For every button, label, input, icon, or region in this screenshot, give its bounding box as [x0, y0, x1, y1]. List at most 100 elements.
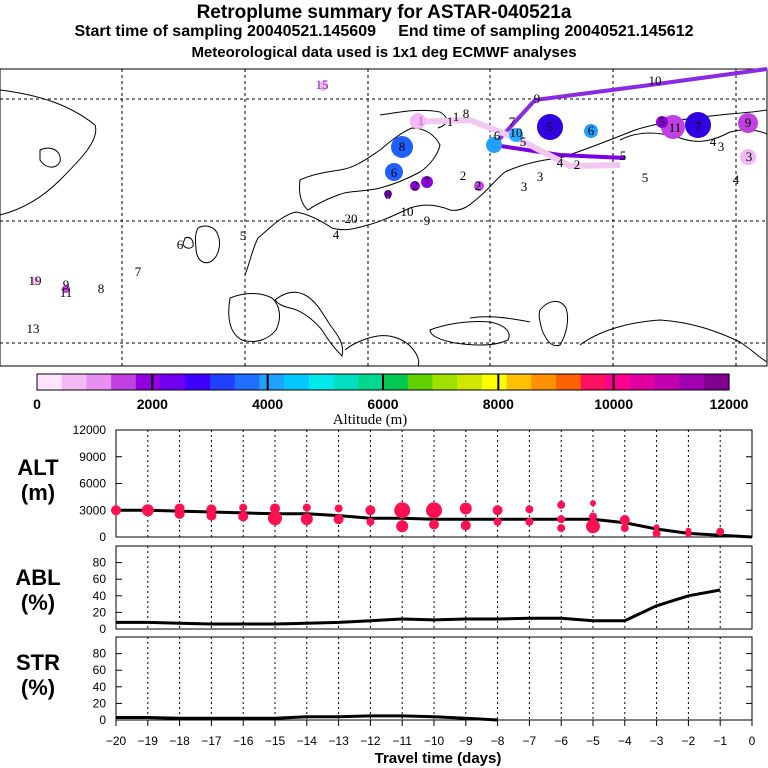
altitude-point	[334, 504, 343, 513]
colorbar-tick-label: 10000	[594, 396, 633, 412]
x-tick-label: −15	[265, 734, 286, 748]
altitude-point	[459, 502, 472, 515]
cluster-label: 11	[60, 285, 73, 300]
cluster-label: 4	[733, 172, 740, 187]
x-tick-label: −11	[392, 734, 412, 748]
cluster-label: 10	[649, 73, 662, 88]
colorbar-swatch	[284, 374, 310, 390]
colorbar-swatch	[506, 374, 532, 390]
x-tick-label: −9	[459, 734, 473, 748]
y-tick-label: 80	[93, 647, 107, 661]
colorbar-tick-label: 0	[33, 396, 41, 412]
cluster-label: 8	[385, 187, 392, 202]
cluster-marker	[421, 176, 433, 188]
colorbar-swatch	[457, 374, 483, 390]
colorbar-swatch	[210, 374, 236, 390]
x-tick-label: −19	[138, 734, 159, 748]
cluster-label: 15	[316, 77, 329, 92]
y-tick-label: 0	[99, 713, 106, 727]
cluster-label: 5	[659, 114, 666, 129]
altitude-point	[366, 517, 375, 526]
x-tick-label: −1	[713, 734, 727, 748]
cluster-label: 3	[521, 179, 528, 194]
altitude-point	[493, 517, 502, 526]
altitude-point	[685, 531, 692, 538]
altitude-point	[589, 512, 597, 521]
altitude-point	[270, 503, 280, 514]
colorbar-swatch	[333, 374, 359, 390]
cluster-label: 7	[135, 264, 142, 279]
cluster-marker	[385, 163, 403, 181]
cluster-label: 9	[745, 115, 752, 130]
altitude-point	[586, 519, 600, 534]
colorbar-tick-label: 8000	[483, 396, 514, 412]
cluster-label: 8	[463, 106, 470, 121]
panel-alt: 12000 9000 6000 3000 0 ALT(m)	[17, 423, 753, 544]
altitude-point	[302, 503, 311, 512]
map-frame	[0, 68, 768, 367]
start-time-label: Start time of sampling 20040521.145609	[74, 23, 377, 40]
cluster-label: 10	[510, 125, 523, 140]
colorbar-swatch	[358, 374, 384, 390]
altitude-point	[111, 505, 121, 516]
cluster-label: 8	[399, 139, 406, 154]
cluster-label: 2	[574, 157, 581, 172]
colorbar-swatch	[407, 374, 434, 390]
cluster-label: 20	[345, 211, 358, 226]
colorbar-swatch	[704, 374, 730, 390]
cluster-marker	[410, 181, 420, 191]
colorbar-swatch	[111, 374, 137, 390]
cluster-marker	[584, 124, 598, 138]
cluster-label: 5	[240, 228, 247, 243]
altitude-point	[239, 503, 248, 512]
altitude-point	[525, 517, 534, 526]
y-tick-label: 60	[93, 663, 107, 677]
altitude-point	[174, 508, 185, 519]
x-tick-label: −10	[424, 734, 445, 748]
colorbar-swatch	[86, 374, 112, 390]
cluster-label: 6	[588, 123, 595, 138]
end-time-label: End time of sampling 20040521.145612	[398, 23, 694, 40]
cluster-marker	[509, 128, 523, 142]
altitude-point	[426, 502, 442, 519]
altitude-point	[492, 505, 503, 516]
cluster-label: 11	[669, 120, 682, 135]
cluster-label: 3	[746, 149, 753, 164]
x-axis: −20 −19 −18 −17 −16 −15 −14 −13 −12 −11 −10 −9 −8 −7−…	[106, 720, 756, 748]
cluster-label: 6	[391, 165, 398, 180]
trajectory-path-1	[492, 67, 768, 147]
altitude-point	[333, 514, 344, 525]
cluster-label: 7	[424, 174, 431, 189]
colorbar-swatch	[556, 374, 582, 390]
cluster-label: 19	[29, 273, 42, 288]
altitude-point	[206, 510, 217, 521]
x-tick-label: −18	[169, 734, 190, 748]
x-tick-label: −7	[523, 734, 537, 748]
colorbar-swatch	[308, 374, 335, 390]
cluster-label: 5	[547, 119, 554, 134]
cluster-label: 4	[557, 155, 564, 170]
chart-title: Retroplume summary for ASTAR-040521a	[196, 2, 572, 23]
altitude-point	[365, 505, 376, 516]
y-tick-label: 9000	[79, 450, 106, 464]
colorbar-swatch	[654, 374, 681, 390]
met-data-line: Meteorological data used is 1x1 deg ECMW…	[191, 44, 577, 61]
cluster-marker	[410, 113, 426, 129]
colorbar-swatch	[160, 374, 186, 390]
cluster-label: 1	[418, 113, 425, 128]
cluster-label: 3	[537, 169, 544, 184]
coastlines	[0, 89, 768, 367]
trajectory-path-2	[493, 143, 626, 160]
cluster-markers	[31, 81, 758, 293]
colorbar-swatch	[679, 374, 705, 390]
colorbar-swatch	[580, 374, 607, 390]
cluster-label: 5	[642, 170, 649, 185]
colorbar-tick-label: 2000	[137, 396, 168, 412]
cluster-label: 7	[695, 119, 702, 134]
altitude-point	[557, 515, 566, 524]
cluster-label: 2	[475, 178, 482, 193]
x-tick-label: −6	[554, 734, 568, 748]
abl-series-line	[116, 588, 721, 626]
